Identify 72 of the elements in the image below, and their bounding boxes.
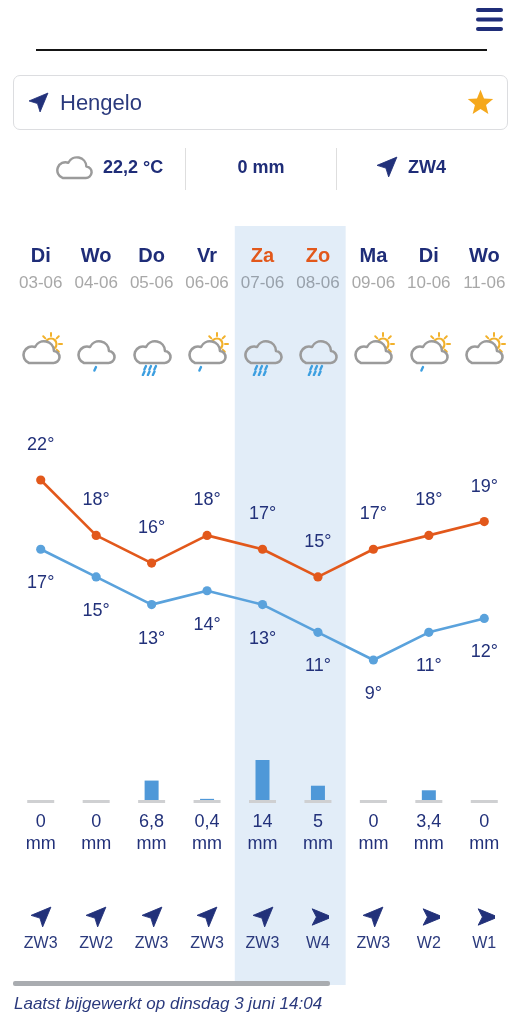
data-label: 18°: [82, 489, 110, 510]
point: [424, 530, 434, 540]
data-label: 17°: [27, 572, 55, 593]
point: [257, 544, 268, 554]
text: ZW3: [189, 934, 225, 951]
text: Laatst bijgewerkt op dinsdag 3 juni 14:04: [14, 994, 323, 1013]
data-label: 16°: [137, 517, 166, 538]
point: [424, 627, 434, 637]
bar: [144, 780, 159, 800]
data-label: 0,4 mm: [192, 810, 223, 853]
text: 22,2 °C: [103, 157, 164, 177]
data-label: 17°: [359, 503, 388, 524]
x-tick-label: Vr 06-06: [185, 243, 229, 292]
text: ZW4: [408, 157, 446, 177]
bar: [310, 785, 325, 800]
x-tick-label: Wo 04-06: [74, 243, 118, 292]
text: ZW2: [78, 934, 115, 951]
x-tick-label: Za 07-06: [240, 243, 285, 292]
data-label: 18°: [193, 489, 221, 510]
point: [257, 600, 268, 610]
x-tick-label: Di 03-06: [18, 243, 63, 292]
point: [479, 516, 489, 527]
text: 0 mm: [236, 157, 286, 177]
point: [313, 572, 323, 582]
x-tick-label: Zo 08-06: [296, 243, 340, 292]
location-field: Hengelo: [13, 75, 508, 130]
x-tick-label: Di 10-06: [407, 243, 451, 292]
point: [91, 530, 101, 540]
data-label: 18°: [415, 489, 443, 510]
point: [313, 627, 323, 637]
bar: [421, 790, 436, 800]
data-label: 0 mm: [81, 810, 112, 853]
data-label: 3,4 mm: [413, 810, 444, 853]
data-label: 9°: [364, 682, 382, 703]
data-label: 13°: [248, 627, 277, 648]
x-tick-label: Do 05-06: [129, 243, 174, 292]
point: [36, 475, 46, 485]
point: [368, 544, 378, 554]
data-label: 22°: [27, 433, 55, 454]
data-label: 0 mm: [358, 810, 389, 853]
text: W4: [304, 934, 331, 951]
bar: [255, 760, 270, 800]
text: ZW3: [355, 934, 392, 951]
data-label: 19°: [470, 475, 498, 496]
data-label: 12°: [470, 641, 498, 662]
data-label: 5 mm: [302, 810, 333, 853]
point: [147, 600, 157, 610]
point: [202, 530, 212, 540]
data-label: 14°: [193, 613, 221, 634]
text: W1: [471, 934, 498, 951]
x-tick-label: Wo 11-06: [463, 243, 506, 292]
point: [91, 572, 101, 582]
point: [368, 655, 378, 665]
data-label: 11°: [305, 655, 331, 676]
data-label: 6,8 mm: [136, 810, 167, 853]
text: ZW3: [244, 934, 281, 951]
point: [202, 586, 212, 596]
data-label: 14 mm: [247, 810, 278, 853]
data-label: 0 mm: [469, 810, 500, 853]
data-label: 0 mm: [25, 810, 56, 853]
point: [147, 558, 157, 568]
data-label: 13°: [137, 627, 166, 648]
point: [479, 613, 489, 624]
data-label: 11°: [415, 655, 442, 676]
data-label: 15°: [304, 530, 332, 551]
text: ZW3: [22, 934, 59, 951]
text: ZW3: [133, 934, 170, 951]
text: W2: [415, 934, 442, 951]
point: [36, 544, 46, 554]
x-tick-label: Ma 09-06: [351, 243, 396, 292]
data-label: 15°: [82, 599, 110, 620]
data-label: 17°: [248, 503, 277, 524]
